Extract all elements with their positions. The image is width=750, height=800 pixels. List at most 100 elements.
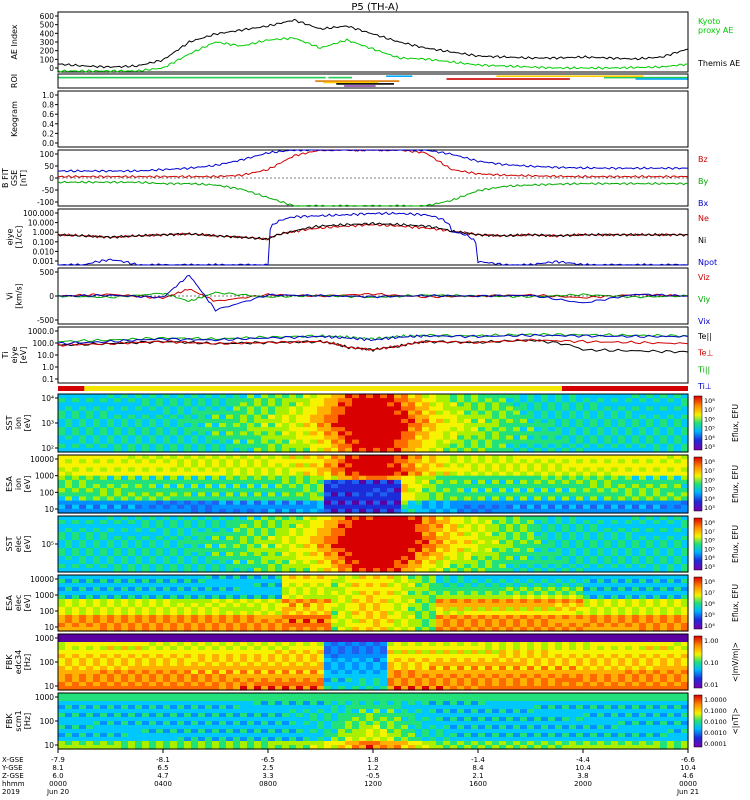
spectrogram-cell bbox=[100, 504, 108, 510]
spectrogram-cell bbox=[310, 524, 318, 529]
spectrogram-cell bbox=[513, 564, 521, 569]
spectrogram-cell bbox=[422, 398, 430, 403]
spectrogram-cell bbox=[646, 556, 654, 561]
spectrogram-cell bbox=[156, 568, 164, 573]
spectrogram-cell bbox=[429, 504, 437, 510]
spectrogram-cell bbox=[625, 500, 633, 506]
spectrogram-cell bbox=[170, 439, 178, 445]
spectrogram-cell bbox=[142, 587, 150, 592]
spectrogram-cell bbox=[310, 467, 318, 473]
spectrogram-cell bbox=[107, 475, 115, 481]
y-tick-label: 0.0 bbox=[42, 139, 54, 148]
spectrogram-cell bbox=[261, 479, 269, 485]
spectrogram-cell bbox=[275, 394, 283, 399]
spectrogram-cell bbox=[401, 611, 409, 616]
spectrogram-cell bbox=[114, 459, 122, 464]
spectrogram-cell bbox=[667, 536, 675, 541]
spectrogram-cell bbox=[660, 548, 668, 553]
spectrogram-cell bbox=[254, 556, 262, 561]
spectrogram-cell bbox=[429, 508, 437, 514]
spectrogram-cell bbox=[296, 516, 304, 521]
spectrogram-cell bbox=[422, 504, 430, 510]
spectrogram-cell bbox=[324, 435, 332, 441]
spectrogram-cell bbox=[478, 619, 486, 624]
spectrogram-cell bbox=[653, 504, 661, 510]
spectrogram-cell bbox=[387, 418, 395, 424]
spectrogram-cell bbox=[520, 540, 528, 545]
spectrogram-cell bbox=[205, 524, 213, 529]
spectrogram-cell bbox=[548, 552, 556, 557]
spectrogram-cell bbox=[590, 439, 598, 445]
spectrogram-cell bbox=[520, 603, 528, 608]
spectrogram-cell bbox=[436, 418, 444, 424]
spectrogram-cell bbox=[492, 455, 500, 460]
spectrogram-cell bbox=[310, 575, 318, 580]
spectrogram-cell bbox=[86, 406, 94, 412]
spectrogram-cell bbox=[247, 532, 255, 537]
spectrogram-cell bbox=[212, 435, 220, 441]
spectrogram-cell bbox=[352, 394, 360, 399]
spectrogram-cell bbox=[632, 516, 640, 521]
spectrogram-cell bbox=[443, 583, 451, 588]
spectrogram-cell bbox=[443, 406, 451, 412]
spectrogram-cell bbox=[394, 599, 402, 604]
spectrogram-cell bbox=[583, 427, 591, 432]
spectrogram-cell bbox=[373, 435, 381, 441]
spectrogram-cell bbox=[590, 544, 598, 549]
spectrogram-cell bbox=[506, 583, 514, 588]
spectrogram-cell bbox=[219, 548, 227, 553]
spectrogram-cell bbox=[415, 524, 423, 529]
colorbar-tick-label: 10⁵ bbox=[704, 486, 715, 494]
spectrogram-cell bbox=[240, 552, 248, 557]
spectrogram-cell bbox=[303, 575, 311, 580]
spectrogram-cell bbox=[457, 552, 465, 557]
spectrogram-cell bbox=[366, 500, 374, 506]
spectrogram-cell bbox=[317, 447, 325, 453]
spectrogram-cell bbox=[359, 532, 367, 537]
spectrogram-cell bbox=[653, 552, 661, 557]
spectrogram-cell bbox=[597, 423, 605, 428]
spectrogram-cell bbox=[289, 607, 297, 612]
spectrogram-cell bbox=[499, 394, 507, 399]
spectrogram-cell bbox=[464, 423, 472, 428]
spectrogram-cell bbox=[121, 627, 129, 632]
spectrogram-cell bbox=[156, 599, 164, 604]
spectrogram-cell bbox=[422, 548, 430, 553]
spectrogram-cell bbox=[226, 492, 234, 497]
spectrogram-cell bbox=[667, 484, 675, 489]
spectrogram-cell bbox=[443, 548, 451, 553]
spectrogram-cell bbox=[149, 591, 157, 596]
spectrogram-cell bbox=[457, 410, 465, 416]
spectrogram-cell bbox=[471, 591, 479, 596]
spectrogram-cell bbox=[177, 418, 185, 424]
spectrogram-cell bbox=[611, 556, 619, 561]
spectrogram-cell bbox=[471, 548, 479, 553]
spectrogram-cell bbox=[380, 544, 388, 549]
spectrogram-cell bbox=[114, 583, 122, 588]
y-label-line: ion bbox=[14, 417, 23, 429]
spectrogram-cell bbox=[254, 595, 262, 600]
spectrogram-cell bbox=[100, 516, 108, 521]
y-tick-label: 400 bbox=[40, 29, 55, 38]
spectrogram-cell bbox=[555, 447, 563, 453]
spectrogram-cell bbox=[296, 447, 304, 453]
spectrogram-cell bbox=[548, 463, 556, 468]
spectrogram-cell bbox=[394, 560, 402, 565]
spectrogram-cell bbox=[415, 568, 423, 573]
spectrogram-cell bbox=[254, 475, 262, 481]
spectrogram-cell bbox=[58, 435, 66, 441]
spectrogram-cell bbox=[128, 414, 136, 420]
spectrogram-cell bbox=[387, 560, 395, 565]
spectrogram-cell bbox=[646, 504, 654, 510]
spectrogram-cell bbox=[310, 587, 318, 592]
spectrogram-cell bbox=[674, 508, 682, 514]
spectrogram-cell bbox=[373, 564, 381, 569]
spectrogram-cell bbox=[268, 607, 276, 612]
spectrogram-cell bbox=[527, 455, 535, 460]
spectrogram-cell bbox=[212, 575, 220, 580]
spectrogram-cell bbox=[583, 435, 591, 441]
spectrogram-cell bbox=[499, 471, 507, 477]
spectrogram-cell bbox=[317, 520, 325, 525]
spectrogram-cell bbox=[233, 484, 241, 489]
spectrogram-cell bbox=[282, 410, 290, 416]
